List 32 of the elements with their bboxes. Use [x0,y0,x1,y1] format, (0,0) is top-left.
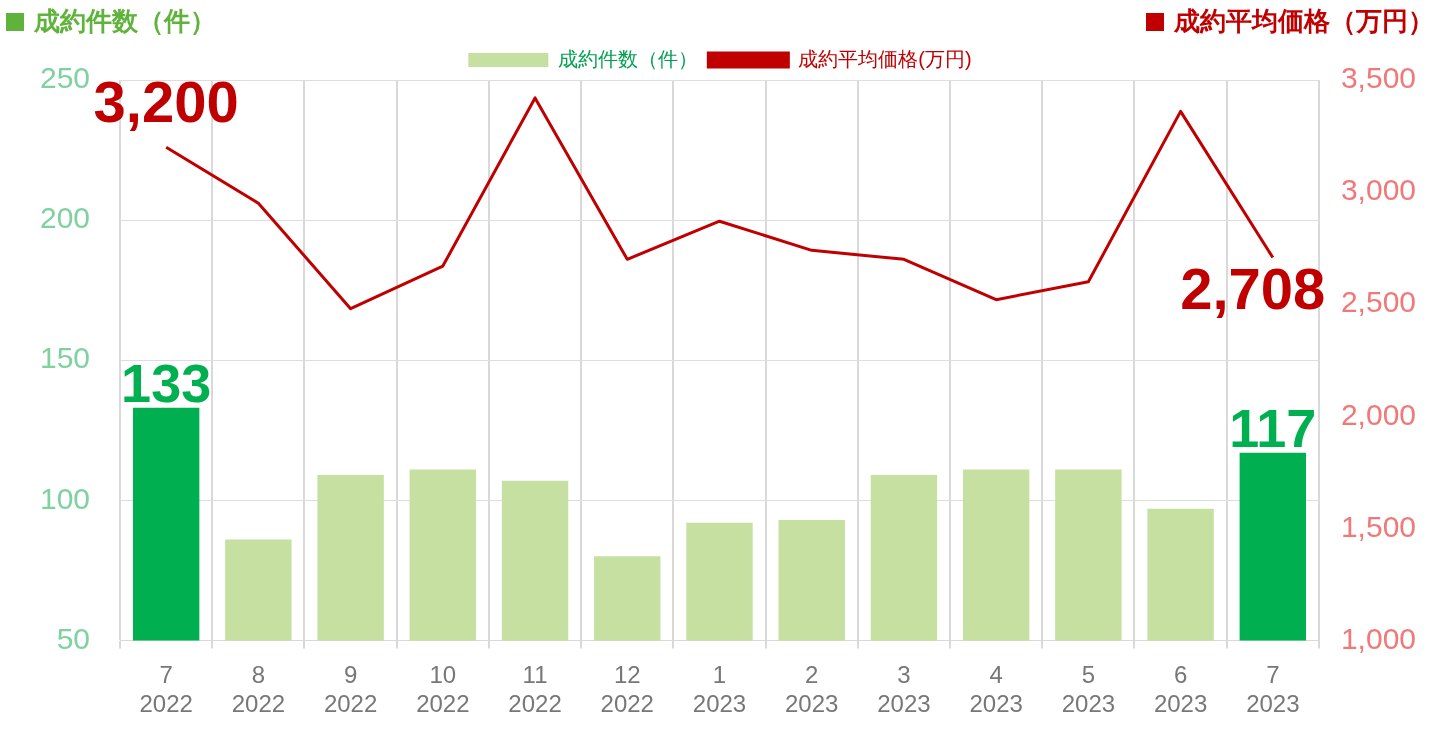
x-tick-label: 11 2022 [508,661,562,718]
data-label: 117 [1229,397,1317,458]
x-tick-label: 10 2022 [416,661,470,718]
y2-tick-label: 2,000 [1340,397,1416,431]
y2-tick-label: 2,500 [1340,285,1416,319]
y-axis-title: 成約件数（件） [34,5,216,38]
y-tick-label: 200 [39,201,91,235]
x-tick-label: 9 2022 [323,661,378,718]
y2-tick-label: 3,500 [1340,61,1416,95]
y2-tick-label: 3,000 [1340,173,1416,207]
legend-label: 成約件数（件） [558,47,699,70]
y2-axis-title: 成約平均価格（万円） [1174,5,1434,38]
y2-tick-label: 1,500 [1340,509,1416,543]
x-tick-label: 4 2023 [969,661,1023,718]
legend-label: 成約平均価格(万円) [798,47,972,70]
x-tick-label: 5 2023 [1061,661,1116,718]
y-tick-label: 100 [39,481,91,515]
x-tick-label: 2 2023 [785,661,839,718]
x-tick-label: 6 2023 [1153,661,1208,718]
x-tick-label: 1 2023 [692,661,747,718]
x-tick-label: 7 2022 [139,661,193,718]
x-tick-label: 8 2022 [231,661,286,718]
y-tick-label: 50 [56,621,91,655]
y-tick-label: 150 [39,341,91,375]
x-tick-label: 3 2023 [877,661,931,718]
data-label: 2,708 [1180,255,1326,321]
data-label: 133 [121,352,212,413]
x-tick-label: 12 2022 [600,661,654,718]
x-tick-label: 7 2023 [1246,661,1300,718]
y-tick-label: 250 [39,61,91,95]
data-label: 3,200 [93,69,239,135]
y2-tick-label: 1,000 [1340,621,1416,655]
